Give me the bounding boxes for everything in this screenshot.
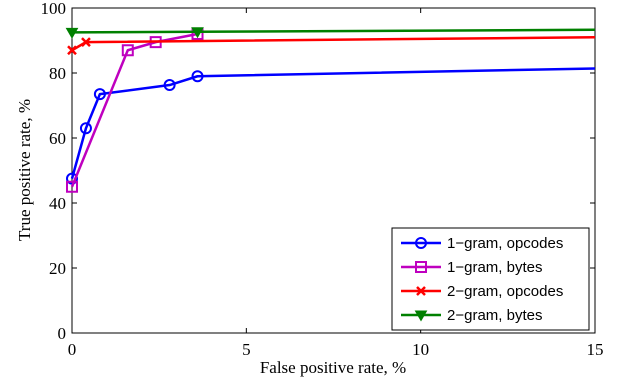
- legend-entry: 2−gram, opcodes: [401, 283, 563, 300]
- legend-entry: 1−gram, bytes: [401, 259, 542, 276]
- axis-ticks: 0 5 10 15 0 20 40 60 80 100: [41, 0, 604, 359]
- data-point: [66, 180, 78, 193]
- data-point: [65, 27, 79, 39]
- y-tick-label: 20: [49, 259, 66, 278]
- y-tick-label: 60: [49, 129, 66, 148]
- legend-label: 2−gram, bytes: [447, 307, 542, 324]
- legend-label: 1−gram, bytes: [447, 259, 542, 276]
- series: [65, 27, 596, 39]
- series-layer: [65, 27, 596, 193]
- series-line: [70, 32, 198, 188]
- data-point: [415, 237, 427, 249]
- series: [67, 36, 596, 56]
- x-axis-label: False positive rate, %: [260, 358, 406, 377]
- data-point: [415, 261, 427, 273]
- legend-label: 1−gram, opcodes: [447, 235, 563, 252]
- y-axis-label: True positive rate, %: [15, 99, 34, 241]
- y-tick-label: 80: [49, 64, 66, 83]
- data-point: [191, 27, 204, 39]
- data-point: [81, 37, 91, 48]
- x-tick-label: 5: [242, 340, 251, 359]
- data-point: [191, 70, 204, 83]
- x-tick-label: 15: [587, 340, 604, 359]
- legend-label: 2−gram, opcodes: [447, 283, 563, 300]
- data-point: [163, 79, 176, 92]
- legend: 1−gram, opcodes 1−gram, bytes 2−gram, opco…: [391, 227, 590, 331]
- series-line: [70, 67, 596, 179]
- data-point: [93, 88, 106, 101]
- y-tick-label: 0: [58, 324, 67, 343]
- data-point: [79, 122, 92, 135]
- data-point: [416, 286, 426, 296]
- y-tick-label: 40: [49, 194, 66, 213]
- x-tick-label: 10: [412, 340, 429, 359]
- x-tick-label: 0: [68, 340, 77, 359]
- data-point: [414, 310, 428, 322]
- y-tick-label: 100: [41, 0, 67, 18]
- legend-entry: 1−gram, opcodes: [401, 235, 563, 252]
- data-point: [121, 44, 134, 57]
- data-point: [67, 45, 77, 56]
- legend-entry: 2−gram, bytes: [401, 307, 542, 324]
